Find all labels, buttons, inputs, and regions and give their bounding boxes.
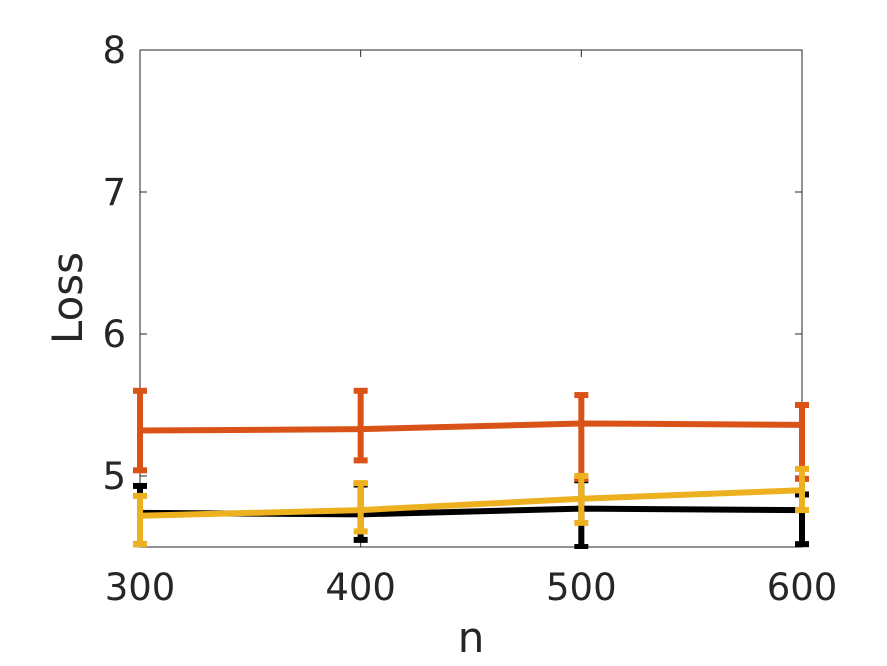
y-axis-label: Loss [43,252,92,344]
x-tick-label: 600 [767,566,838,609]
series-layer [133,387,809,549]
plot-frame [139,49,803,548]
x-tick-label: 500 [546,566,617,609]
tick-labels: 300 400 500 600 5 6 7 8 [102,29,837,609]
y-tick-label: 8 [102,29,126,72]
y-tick-label: 5 [102,455,126,498]
x-tick-label: 300 [105,566,176,609]
x-tick-label: 400 [325,566,396,609]
y-tick-label: 7 [102,171,126,214]
x-axis-label: n [458,613,485,662]
series-group [133,387,809,549]
series-2 [133,465,809,548]
series-line [139,487,803,519]
y-tick-label: 6 [102,313,126,356]
series-line [139,420,803,434]
